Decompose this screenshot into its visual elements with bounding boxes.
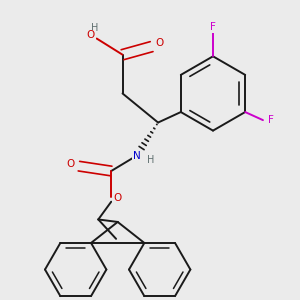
Text: F: F [268, 115, 274, 125]
Text: F: F [210, 22, 216, 32]
Text: O: O [87, 30, 95, 40]
Text: O: O [113, 194, 121, 203]
Text: O: O [156, 38, 164, 48]
Text: O: O [67, 159, 75, 169]
Text: H: H [147, 155, 154, 165]
Text: N: N [133, 151, 140, 161]
Text: H: H [92, 23, 99, 33]
